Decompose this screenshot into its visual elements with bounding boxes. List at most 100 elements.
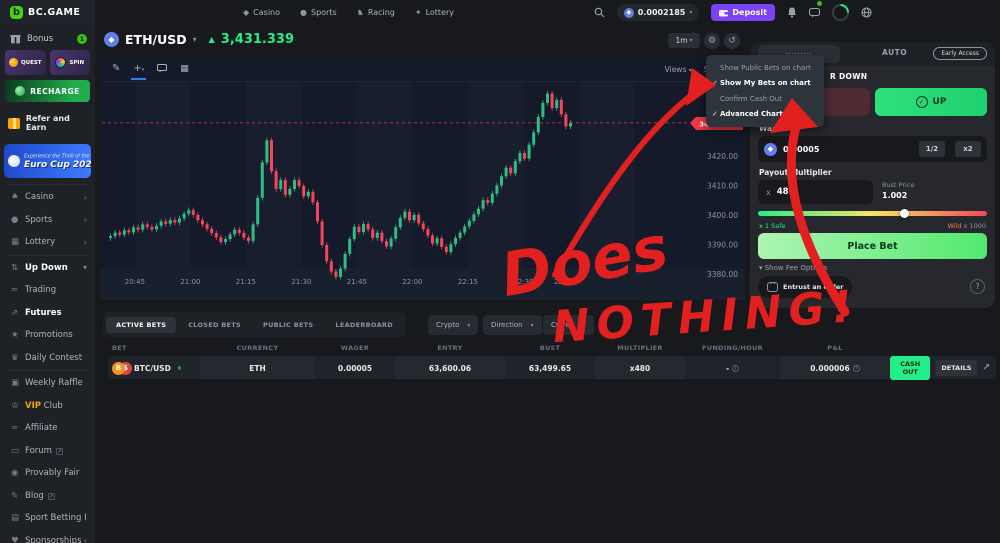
menu-item-show-my-bets-on-chart[interactable]: ✓ Show My Bets on chart	[706, 76, 824, 92]
col-header-wager: WAGER	[340, 344, 370, 352]
chart-toolbar: ✎ +▾ ▦ Views ▾ Studies ▾	[100, 56, 745, 82]
multiplier-slider[interactable]	[758, 208, 987, 218]
half-button[interactable]: 1/2	[919, 141, 945, 157]
sidebar-item-label: Promotions	[25, 330, 73, 341]
sidebar-item-up-down[interactable]: ⇅ Up Down ▾	[0, 257, 95, 280]
deposit-button[interactable]: Deposit	[711, 4, 775, 21]
payout-multiplier-value: 480	[776, 187, 795, 197]
candlestick-chart[interactable]: 3430.003420.003410.003400.003390.003380.…	[100, 56, 745, 300]
vip-gold-text: VIP	[25, 400, 41, 411]
chart-history-icon[interactable]: ↺	[724, 33, 740, 49]
sidebar-item-label: Blog ↗	[25, 490, 55, 501]
entrust-order-button[interactable]: Entrust an order	[758, 276, 853, 298]
currency-filter[interactable]: Curren ▾	[543, 315, 594, 335]
sidebar-item-forum[interactable]: ▭ Forum ↗	[0, 440, 95, 463]
spin-tile[interactable]: SPIN	[49, 50, 90, 75]
timeframe-dropdown[interactable]: 1m ▾	[668, 33, 700, 48]
menu-item-label: Show My Bets on chart	[720, 79, 811, 88]
double-button[interactable]: x2	[955, 141, 981, 157]
quest-tile[interactable]: QUEST	[5, 50, 46, 75]
topnav-lottery[interactable]: ✦ Lottery	[415, 8, 454, 17]
sidebar-item-provably-fair[interactable]: ◉ Provably Fair	[0, 462, 95, 485]
sidebar-item-casino[interactable]: ♠ Casino ›	[0, 186, 95, 209]
svg-text:21:45: 21:45	[347, 278, 367, 286]
balance-selector[interactable]: ◆ 0.0002185 ▾	[616, 4, 700, 21]
slider-thumb[interactable]	[899, 208, 909, 218]
tab-active-bets[interactable]: ACTIVE BETS	[106, 316, 177, 333]
chat-button[interactable]	[808, 1, 822, 22]
sidebar-item-daily-contest[interactable]: ♛ Daily Contest	[0, 347, 95, 370]
topnav-label: Racing	[367, 8, 395, 17]
up-button[interactable]: ✓ UP	[875, 88, 987, 116]
sidebar-item-sponsorships[interactable]: ♥ Sponsorships ›	[0, 530, 95, 543]
sidebar-item-label: Trading	[25, 285, 57, 296]
early-access-badge[interactable]: Early Access	[933, 47, 987, 60]
views-menu[interactable]: Views ▾	[664, 64, 692, 74]
up-label: UP	[932, 97, 947, 107]
direction-filter[interactable]: Direction ▾	[483, 315, 542, 335]
col-header-multiplier: MULTIPLIER	[617, 344, 663, 352]
language-globe-icon[interactable]	[861, 7, 872, 18]
info-icon[interactable]: i	[852, 364, 860, 372]
wager-input[interactable]: ◆ 0.00005 1/2 x2	[758, 136, 987, 162]
external-link-icon: ↗	[47, 492, 55, 500]
sidebar-item-blog[interactable]: ✎ Blog ↗	[0, 485, 95, 508]
quest-medal-icon	[8, 58, 18, 67]
views-label: Views	[664, 64, 687, 74]
details-button[interactable]: DETAILS	[935, 360, 978, 376]
recharge-banner[interactable]: RECHARGE	[5, 80, 90, 102]
sidebar-item-affiliate[interactable]: ∞ Affiliate	[0, 417, 95, 440]
svg-text:3390.00: 3390.00	[707, 241, 738, 250]
sidebar-item-futures[interactable]: ⇗ Futures	[0, 302, 95, 325]
menu-item-label: Show Public Bets on chart	[720, 63, 811, 72]
logo[interactable]: b BC.GAME	[0, 0, 95, 25]
sidebar-item-sport-betting-insig[interactable]: ▤ Sport Betting Insig...↗	[0, 507, 95, 530]
menu-item-show-public-bets-on-chart[interactable]: Show Public Bets on chart	[706, 60, 824, 76]
multiplier-x-prefix: x	[766, 187, 771, 197]
vip-rest-text: Club	[40, 400, 63, 411]
topnav-racing[interactable]: ♞ Racing	[357, 8, 395, 17]
sidebar-item-promotions[interactable]: ★ Promotions	[0, 324, 95, 347]
sidebar-item-sports[interactable]: ● Sports ›	[0, 209, 95, 232]
tab-closed-bets[interactable]: CLOSED BETS	[188, 320, 241, 329]
wager-value: 0.00005	[783, 144, 820, 154]
sidebar-item-weekly-raffle[interactable]: ▣ Weekly Raffle	[0, 372, 95, 395]
tab-auto[interactable]: AUTO	[882, 48, 908, 57]
info-icon[interactable]: i	[732, 365, 740, 372]
coin-pair-icons: B $	[112, 361, 132, 375]
crosshair-tool-icon[interactable]: +▾	[131, 63, 147, 80]
menu-item-confirm-cash-out[interactable]: Confirm Cash Out	[706, 91, 824, 107]
euro-cup-banner[interactable]: Experience the Thrill of the Euro Cup 20…	[4, 144, 91, 178]
menu-item-advanced-chart[interactable]: ✓ Advanced Chart	[706, 107, 824, 123]
share-icon[interactable]: ↗	[982, 363, 990, 373]
eth-coin-icon: ◆	[764, 142, 777, 156]
show-fee-options[interactable]: ▾ Show Fee Options	[759, 264, 828, 272]
current-price: 3,431.339	[220, 32, 294, 47]
place-bet-button[interactable]: Place Bet	[758, 233, 987, 259]
cash-out-button[interactable]: CASH OUT	[890, 356, 931, 380]
sidebar-item-vip-club[interactable]: ♔ VIP Club	[0, 395, 95, 418]
topnav-casino[interactable]: ◆ Casino	[243, 8, 280, 17]
notifications-bell-icon[interactable]	[787, 7, 797, 18]
tab-public-bets[interactable]: PUBLIC BETS	[263, 320, 314, 329]
draw-pencil-icon[interactable]: ✎	[112, 63, 121, 74]
payout-multiplier-input[interactable]: x 480	[758, 180, 873, 204]
avatar[interactable]	[832, 4, 849, 21]
help-icon[interactable]: ?	[970, 279, 985, 294]
sidebar-item-lottery[interactable]: ▦ Lottery ›	[0, 231, 95, 254]
search-icon[interactable]	[594, 7, 605, 18]
online-dot	[817, 1, 822, 6]
sidebar-item-bonus[interactable]: Bonus 1	[0, 25, 95, 50]
crypto-filter[interactable]: Crypto ▾	[428, 315, 479, 335]
topnav-sports[interactable]: ● Sports	[300, 8, 337, 17]
grid-view-icon[interactable]: ▦	[180, 63, 189, 74]
tab-leaderboard[interactable]: LEADERBOARD	[335, 320, 393, 329]
col-header-p-l: P&L	[827, 344, 843, 352]
refer-and-earn[interactable]: Refer and Earn	[0, 102, 95, 142]
question-text: R DOWN	[830, 72, 868, 81]
sidebar-item-trading[interactable]: ≈ Trading	[0, 279, 95, 302]
pair-selector[interactable]: ◆ ETH/USD ▾ ▲ 3,431.339	[104, 32, 294, 47]
comment-icon[interactable]	[157, 64, 168, 73]
up-check-circle-icon: ✓	[915, 96, 928, 108]
chart-settings-gear-icon[interactable]: ⚙	[704, 33, 720, 49]
